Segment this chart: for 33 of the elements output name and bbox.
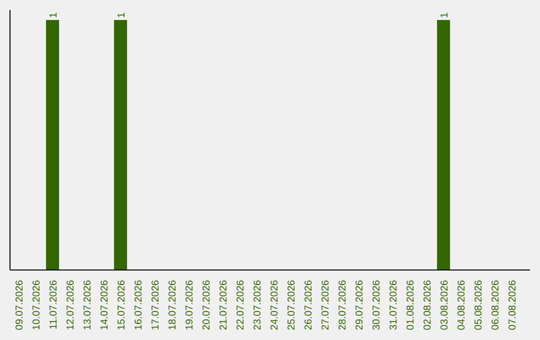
data-label: 1: [440, 12, 451, 18]
x-tick-label: 13.07.2026: [82, 280, 94, 330]
x-tick-label: 12.07.2026: [66, 280, 76, 330]
x-tick-label: 20.07.2026: [202, 280, 212, 330]
x-tick-label: 18.07.2026: [168, 280, 178, 330]
x-tick-label: 15.07.2026: [116, 280, 128, 330]
x-tick-label: 07.08.2026: [508, 280, 518, 330]
x-tick-label: 30.07.2026: [372, 280, 382, 330]
x-tick-label: 10.07.2026: [32, 280, 42, 330]
x-tick-label: 24.07.2026: [270, 280, 280, 330]
x-tick-label: 02.08.2026: [422, 280, 434, 330]
data-label: 1: [116, 12, 128, 18]
x-tick-label: 29.07.2026: [354, 280, 366, 330]
x-tick-label: 16.07.2026: [134, 280, 144, 330]
x-tick-label: 26.07.2026: [304, 280, 314, 330]
x-tick-label: 31.07.2026: [388, 280, 400, 330]
x-tick-label: 03.08.2026: [440, 280, 450, 330]
x-tick-label: 05.08.2026: [474, 280, 484, 330]
x-tick-label: 14.07.2026: [100, 280, 110, 330]
x-tick-label: 01.08.2026: [406, 280, 416, 330]
x-tick-label: 27.07.2026: [320, 280, 332, 330]
x-tick-label: 28.07.2026: [338, 280, 348, 330]
x-tick-label: 06.08.2026: [490, 280, 502, 330]
x-tick-label: 21.07.2026: [218, 280, 230, 330]
x-tick-label: 17.07.2026: [150, 280, 162, 330]
x-tick-label: 25.07.2026: [286, 280, 298, 330]
x-tick-label: 11.07.2026: [48, 280, 60, 330]
x-tick-label: 04.08.2026: [456, 280, 468, 330]
data-label: 1: [48, 12, 60, 18]
x-tick-label: 09.07.2026: [14, 280, 26, 330]
x-tick-label: 23.07.2026: [252, 280, 264, 330]
x-tick-label: 22.07.2026: [236, 280, 246, 330]
x-tick-label: 19.07.2026: [184, 280, 196, 330]
